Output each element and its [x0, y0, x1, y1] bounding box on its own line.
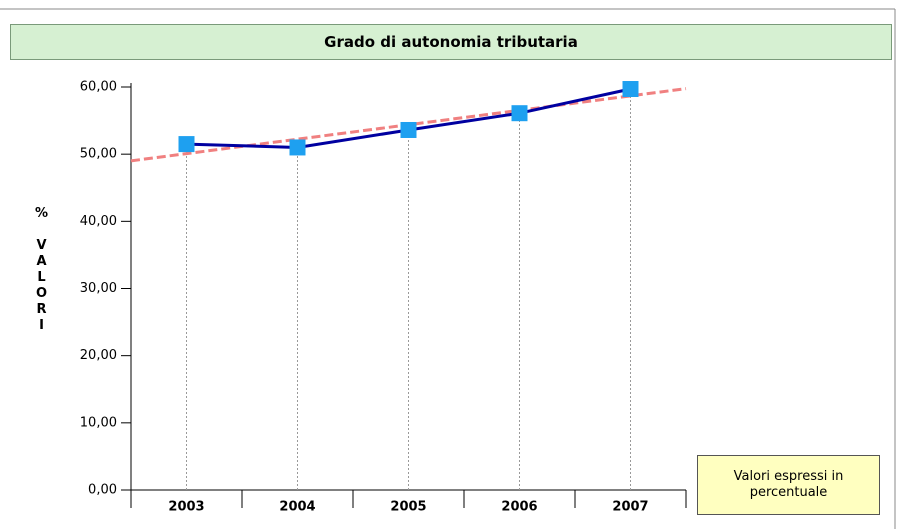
marker: [178, 136, 195, 153]
y-tick-label: 40,00: [80, 214, 117, 229]
y-tick-label: 50,00: [80, 147, 117, 162]
y-tick-label: 0,00: [88, 483, 117, 498]
x-tick-label: 2004: [279, 500, 315, 515]
chart-title: Grado di autonomia tributaria: [10, 24, 892, 60]
y-tick-label: 10,00: [80, 415, 117, 430]
annotation: Valori espressi in percentuale: [697, 455, 880, 515]
x-tick-label: 2007: [612, 500, 648, 515]
y-tick-label: 30,00: [80, 281, 117, 296]
x-tick-label: 2006: [501, 500, 537, 515]
marker: [289, 139, 306, 156]
y-tick-label: 60,00: [80, 80, 117, 95]
marker: [511, 105, 528, 122]
y-axis-label: % VALORI: [34, 206, 49, 334]
marker: [622, 81, 639, 98]
x-tick-label: 2003: [168, 500, 204, 515]
x-tick-label: 2005: [390, 500, 426, 515]
y-tick-label: 20,00: [80, 348, 117, 363]
series-line: [186, 87, 631, 149]
marker: [400, 121, 417, 138]
